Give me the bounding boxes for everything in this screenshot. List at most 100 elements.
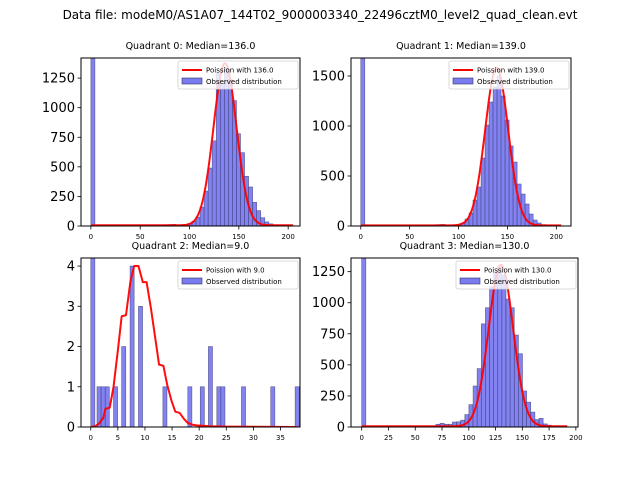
legend-label-observed: Observed distribution: [206, 278, 282, 286]
y-tick-label: 0: [337, 421, 345, 436]
poisson-curve-line: [361, 263, 568, 427]
x-tick-label: 150: [232, 233, 245, 241]
histogram-bar: [138, 305, 143, 427]
histogram-bar: [228, 78, 233, 226]
legend-label-poisson: Poission with 139.0: [477, 67, 545, 75]
axes-frame: [350, 257, 579, 428]
histogram-bar: [361, 258, 367, 427]
histogram-bar: [207, 167, 213, 226]
histogram-bar: [492, 86, 498, 226]
histogram-bar: [252, 202, 257, 226]
histogram-bar: [199, 386, 205, 427]
x-tick-label: 100: [183, 233, 196, 241]
y-tick-label: 1000: [312, 296, 345, 311]
poisson-curve-line: [360, 66, 562, 226]
subplot-title: Quadrant 2: Median=9.0: [132, 241, 250, 252]
y-tick-label: 0: [337, 220, 345, 235]
x-tick-label: 150: [501, 233, 514, 241]
y-tick-label: 3: [67, 300, 75, 315]
y-tick-label: 500: [320, 170, 345, 185]
histogram-bar: [497, 266, 503, 427]
legend-bar-swatch: [181, 77, 203, 85]
x-tick-label: 20: [195, 434, 204, 442]
legend: Poission with 136.0 Observed distribution: [177, 60, 299, 90]
y-tick-label: 750: [320, 327, 345, 342]
histogram-bar: [220, 386, 226, 427]
x-tick-label: 200: [569, 434, 582, 442]
histogram-bar: [187, 386, 193, 427]
histogram-bar: [113, 386, 118, 427]
histogram-bar: [505, 298, 511, 427]
histogram-bar: [488, 101, 494, 226]
x-tick-label: 175: [542, 434, 555, 442]
y-tick-label: 500: [320, 358, 345, 373]
legend: Poission with 130.0 Observed distribution: [455, 260, 577, 290]
x-tick-label: 0: [89, 233, 93, 241]
y-tick-label: 0: [67, 220, 75, 235]
subplot-quadrant-1: Quadrant 1: Median=139.0 0 50 100 150 200 0 500…: [312, 41, 572, 241]
x-tick-label: 100: [452, 233, 465, 241]
axes-frame: [80, 57, 301, 227]
histogram-bar: [90, 58, 96, 226]
legend-bar-swatch: [181, 277, 203, 285]
plot-area: [361, 258, 568, 427]
histogram-bar: [90, 258, 96, 427]
legend-label-poisson: Poission with 130.0: [484, 267, 552, 275]
legend-label-observed: Observed distribution: [477, 78, 553, 86]
y-tick-label: 500: [50, 160, 75, 175]
x-tick-label: 150: [516, 434, 529, 442]
histogram-bar: [493, 272, 499, 427]
y-tick-label: 1500: [312, 70, 345, 85]
x-tick-label: 0: [359, 233, 363, 241]
subplot-title: Quadrant 3: Median=130.0: [400, 241, 530, 252]
histogram-bar: [162, 386, 168, 427]
y-tick-label: 1000: [312, 120, 345, 135]
y-tick-label: 2: [67, 340, 75, 355]
histogram-bar: [216, 386, 222, 427]
histogram-bar: [203, 190, 209, 226]
subplot-title: Quadrant 1: Median=139.0: [396, 41, 526, 52]
legend-frame: [448, 60, 570, 90]
histogram-bar: [270, 386, 276, 427]
x-tick-label: 25: [384, 434, 393, 442]
x-tick-label: 0: [89, 434, 93, 442]
y-tick-label: 1250: [42, 72, 75, 87]
histogram-bar: [294, 386, 300, 427]
histogram-bar: [480, 157, 486, 226]
legend-frame: [455, 260, 577, 290]
axes-frame: [350, 57, 572, 227]
legend-bar-swatch: [459, 277, 481, 285]
x-tick-label: 200: [281, 233, 294, 241]
x-tick-label: 25: [222, 434, 231, 442]
y-tick-label: 250: [50, 190, 75, 205]
legend-label-poisson: Poission with 136.0: [206, 67, 274, 75]
subplot-title: Quadrant 0: Median=136.0: [126, 41, 256, 52]
histogram-bar: [129, 265, 135, 427]
legend-label-observed: Observed distribution: [484, 278, 560, 286]
legend-frame: [177, 260, 299, 290]
histogram-bar: [208, 346, 213, 427]
x-tick-label: 50: [411, 434, 420, 442]
histogram-bar: [241, 386, 246, 427]
y-tick-label: 0: [67, 421, 75, 436]
y-tick-label: 250: [320, 389, 345, 404]
figure-suptitle: Data file: modeM0/AS1A07_144T02_90000033…: [62, 8, 578, 22]
histogram-bar: [476, 186, 482, 226]
x-tick-label: 50: [136, 233, 145, 241]
plot-area: [360, 58, 566, 226]
histogram-bar: [360, 58, 366, 226]
x-tick-label: 15: [168, 434, 177, 442]
histogram-bar: [501, 275, 507, 427]
x-tick-label: 10: [141, 434, 150, 442]
x-tick-label: 200: [550, 233, 563, 241]
histogram-bar: [484, 124, 490, 226]
legend: Poission with 139.0 Observed distribution: [448, 60, 570, 90]
histogram-bar: [224, 67, 229, 226]
legend-label-observed: Observed distribution: [206, 78, 282, 86]
legend: Poission with 9.0 Observed distribution: [177, 260, 299, 290]
x-tick-label: 75: [438, 434, 447, 442]
legend-label-poisson: Poission with 9.0: [206, 267, 265, 275]
x-tick-label: 50: [405, 233, 414, 241]
x-tick-label: 30: [249, 434, 258, 442]
